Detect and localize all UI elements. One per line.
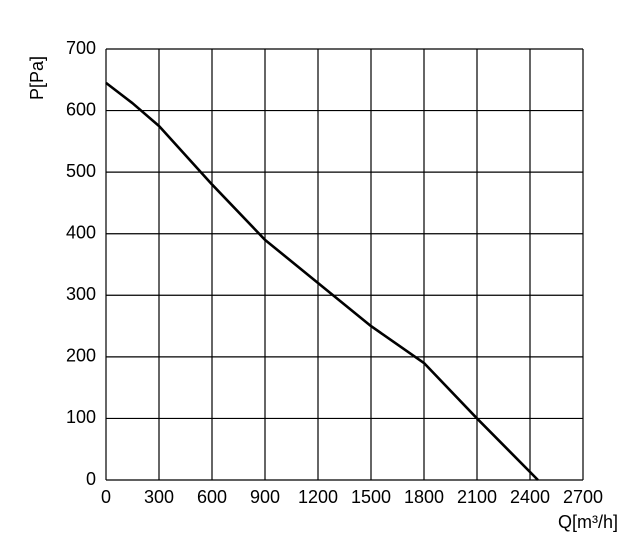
y-tick-label: 400 — [66, 222, 96, 242]
y-axis-label: P[Pa] — [27, 56, 47, 100]
y-tick-label: 500 — [66, 161, 96, 181]
x-axis-label: Q[m³/h] — [558, 512, 618, 532]
y-tick-label: 0 — [86, 469, 96, 489]
x-tick-label: 600 — [197, 487, 227, 507]
x-tick-label: 1200 — [298, 487, 338, 507]
y-tick-label: 100 — [66, 407, 96, 427]
y-tick-label: 600 — [66, 99, 96, 119]
x-tick-label: 0 — [101, 487, 111, 507]
x-tick-label: 2700 — [563, 487, 603, 507]
y-tick-label: 300 — [66, 284, 96, 304]
y-tick-label: 700 — [66, 38, 96, 58]
x-tick-label: 1500 — [351, 487, 391, 507]
curve — [105, 81, 539, 481]
y-tick-label: 200 — [66, 346, 96, 366]
x-tick-label: 2400 — [510, 487, 550, 507]
x-tick-label: 300 — [144, 487, 174, 507]
x-tick-label: 1800 — [404, 487, 444, 507]
x-tick-label: 2100 — [457, 487, 497, 507]
x-tick-label: 900 — [250, 487, 280, 507]
